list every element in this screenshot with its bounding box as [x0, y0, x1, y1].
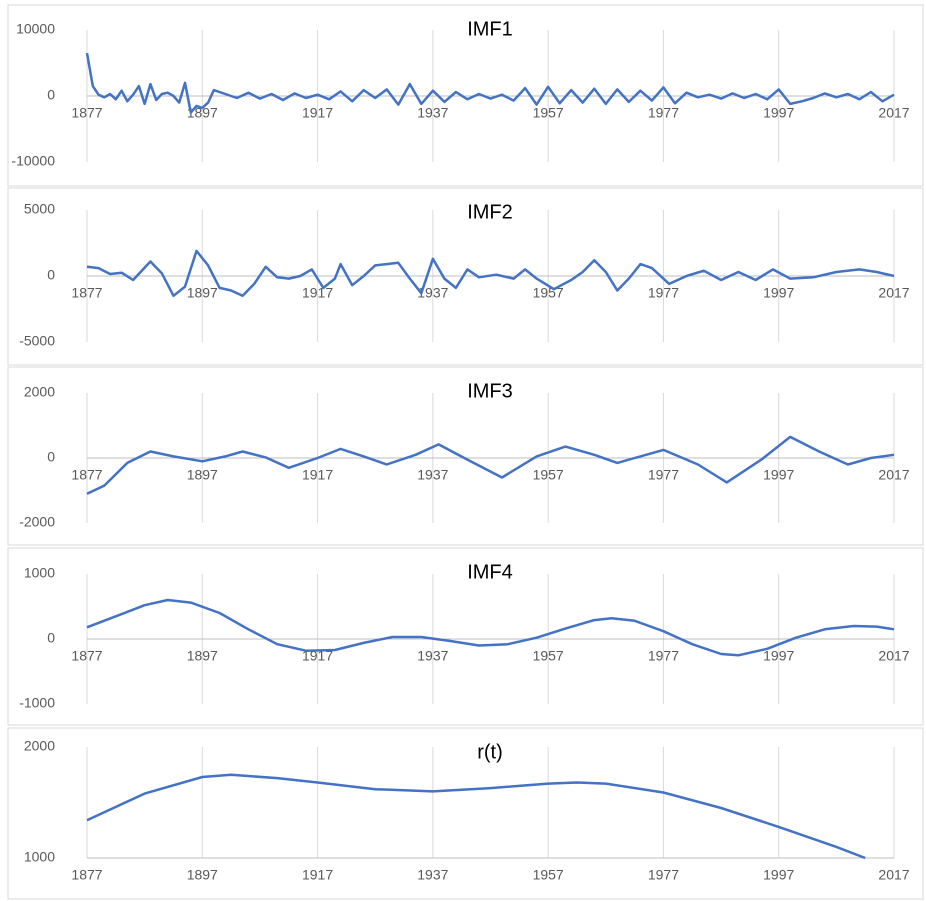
- y-tick-label: -1000: [19, 695, 55, 711]
- x-tick-label: 1957: [533, 105, 564, 121]
- y-tick-label: 0: [47, 449, 55, 465]
- y-tick-label: -2000: [19, 514, 55, 530]
- x-tick-label: 1877: [71, 867, 102, 883]
- data-line: [86, 773, 866, 860]
- x-tick-label: 1977: [648, 648, 679, 664]
- chart-title: IMF3: [467, 380, 513, 402]
- x-tick-label: 1997: [763, 285, 794, 301]
- x-tick-label: 1917: [302, 105, 333, 121]
- x-tick-label: 1877: [71, 648, 102, 664]
- x-tick-label: 1937: [417, 285, 448, 301]
- x-tick-label: 1957: [533, 467, 564, 483]
- y-tick-label: 0: [47, 87, 55, 103]
- chart-title: IMF2: [467, 201, 513, 223]
- data-line: [86, 435, 895, 495]
- x-tick-label: 1877: [71, 285, 102, 301]
- x-tick-label: 1937: [417, 867, 448, 883]
- y-tick-label: 0: [47, 630, 55, 646]
- x-tick-label: 1917: [302, 285, 333, 301]
- x-tick-label: 1877: [71, 105, 102, 121]
- x-tick-label: 2017: [878, 867, 909, 883]
- chart-title: r(t): [477, 741, 503, 763]
- x-tick-label: 2017: [878, 467, 909, 483]
- x-tick-label: 1977: [648, 105, 679, 121]
- panel-border: [7, 4, 924, 187]
- x-tick-label: 1997: [763, 467, 794, 483]
- x-tick-label: 1977: [648, 467, 679, 483]
- y-tick-label: -10000: [11, 153, 55, 169]
- y-tick-label: 1000: [24, 849, 55, 865]
- x-tick-label: 1917: [302, 867, 333, 883]
- x-tick-label: 1997: [763, 867, 794, 883]
- panel-border: [7, 187, 924, 366]
- y-tick-label: 1000: [24, 565, 55, 581]
- x-tick-label: 1937: [417, 105, 448, 121]
- data-line: [86, 598, 895, 657]
- x-tick-label: 1957: [533, 648, 564, 664]
- chart-title: IMF1: [467, 18, 513, 40]
- x-tick-label: 1897: [187, 648, 218, 664]
- y-tick-label: 0: [47, 267, 55, 283]
- y-tick-label: 2000: [24, 738, 55, 754]
- y-tick-label: 10000: [16, 21, 55, 37]
- x-tick-label: 1937: [417, 467, 448, 483]
- x-tick-label: 1897: [187, 867, 218, 883]
- y-tick-label: -5000: [19, 333, 55, 349]
- x-tick-label: 2017: [878, 105, 909, 121]
- panel-border: [7, 727, 924, 900]
- data-line: [86, 249, 895, 298]
- x-tick-label: 1897: [187, 285, 218, 301]
- panel-border: [7, 547, 924, 726]
- y-tick-label: 5000: [24, 201, 55, 217]
- x-tick-label: 2017: [878, 648, 909, 664]
- x-tick-label: 1957: [533, 867, 564, 883]
- x-tick-label: 1997: [763, 105, 794, 121]
- x-tick-label: 1917: [302, 467, 333, 483]
- x-tick-label: 1877: [71, 467, 102, 483]
- x-tick-label: 2017: [878, 285, 909, 301]
- x-tick-label: 1997: [763, 648, 794, 664]
- x-tick-label: 1977: [648, 867, 679, 883]
- y-tick-label: 2000: [24, 384, 55, 400]
- x-tick-label: 1977: [648, 285, 679, 301]
- x-tick-label: 1897: [187, 467, 218, 483]
- chart-title: IMF4: [467, 561, 513, 583]
- panel-border: [7, 366, 924, 546]
- x-tick-label: 1937: [417, 648, 448, 664]
- data-line: [85, 52, 895, 114]
